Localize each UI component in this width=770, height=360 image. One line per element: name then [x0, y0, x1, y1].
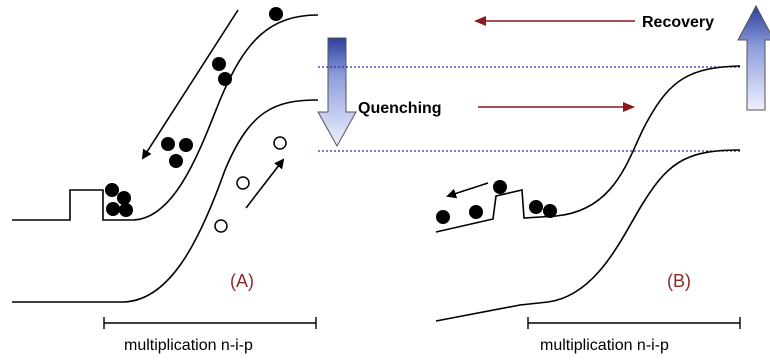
- recovery-label: Recovery: [642, 14, 714, 31]
- electron: [218, 72, 232, 86]
- electron: [543, 204, 557, 218]
- panel-b-conduction-band: [435, 65, 741, 233]
- electron: [212, 57, 226, 71]
- electron: [469, 205, 483, 219]
- panel-a-conduction-band: [12, 14, 319, 221]
- electron: [529, 200, 543, 214]
- electron-drift-arrow: [141, 9, 239, 160]
- electron: [269, 7, 283, 21]
- electron: [169, 154, 183, 168]
- panel-a-holes: [214, 136, 287, 233]
- panel-a-label: (A): [230, 271, 254, 291]
- panel-a-region-bracket: [103, 317, 317, 329]
- electron: [106, 202, 120, 216]
- panel-b: [435, 65, 741, 322]
- panel-a-axis-label: multiplication n-i-p: [124, 337, 253, 354]
- panel-a-electrons: [105, 7, 283, 217]
- electron: [119, 203, 133, 217]
- hole-drift-arrow: [245, 158, 285, 209]
- panel-b-drift-arrow: [446, 182, 489, 199]
- panel-b-label: (B): [667, 271, 691, 291]
- panel-a-valence-band: [12, 99, 319, 303]
- electron: [179, 138, 193, 152]
- hole: [273, 136, 287, 150]
- electron: [493, 180, 507, 194]
- quenching-down-arrow: [317, 37, 357, 148]
- panel-b-region-bracket: [527, 317, 741, 329]
- recovery-up-arrow: [737, 4, 770, 111]
- panel-b-electrons: [436, 180, 557, 224]
- hole: [214, 219, 228, 233]
- panel-a: [12, 14, 319, 303]
- electron: [436, 210, 450, 224]
- quenching-label: Quenching: [358, 100, 442, 117]
- panel-b-axis-label: multiplication n-i-p: [540, 337, 669, 354]
- panel-b-valence-band: [435, 149, 741, 322]
- electron: [117, 191, 131, 205]
- hole: [236, 176, 250, 190]
- electron: [161, 137, 175, 151]
- electron: [105, 183, 119, 197]
